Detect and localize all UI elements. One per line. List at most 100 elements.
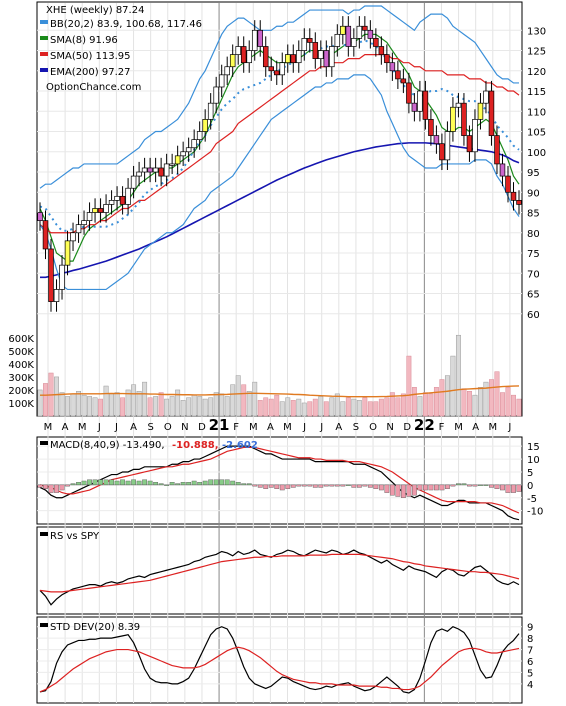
- macd-histogram-bar: [202, 480, 208, 486]
- month-label: M: [283, 422, 292, 433]
- volume-bar: [466, 390, 472, 417]
- month-label: A: [335, 422, 342, 433]
- volume-bar: [197, 396, 203, 417]
- price-candle: [417, 90, 423, 112]
- macd-histogram-bar: [120, 479, 125, 486]
- macd-tick-label: 15: [527, 442, 540, 453]
- volume-bar: [37, 389, 43, 417]
- price-candle: [268, 66, 274, 72]
- macd-tick-label: 0: [527, 481, 533, 492]
- month-label: F: [439, 422, 445, 433]
- volume-bar: [235, 375, 241, 417]
- price-candle: [351, 38, 357, 47]
- price-candle: [257, 29, 263, 47]
- source-credit: OptionChance.com: [46, 82, 141, 93]
- price-candle: [318, 50, 324, 59]
- year-label: 22: [414, 416, 435, 434]
- price-candle: [461, 102, 467, 136]
- price-candle: [262, 46, 269, 68]
- volume-bar: [103, 385, 109, 417]
- price-candle: [329, 46, 335, 68]
- volume-bar: [153, 396, 159, 417]
- price-candle: [378, 46, 385, 55]
- price-candle: [218, 74, 225, 88]
- price-candle: [395, 70, 401, 80]
- stddev-std-dev-ma-line: [39, 646, 520, 693]
- macd-histogram-bar: [54, 484, 59, 493]
- macd-histogram-bar: [76, 482, 81, 486]
- macd-histogram-bar: [434, 484, 439, 491]
- price-candle: [439, 143, 445, 161]
- price-candle: [516, 200, 522, 205]
- volume-bar: [296, 398, 302, 417]
- volume-bar: [395, 397, 401, 417]
- macd-histogram-bar: [334, 484, 340, 487]
- macd-histogram-bar: [81, 480, 87, 486]
- macd-histogram-bar: [478, 484, 483, 486]
- price-candle: [75, 224, 82, 234]
- volume-bar: [241, 384, 247, 417]
- volume-bar: [246, 390, 252, 417]
- price-candle: [59, 264, 65, 290]
- price-tick-label: 105: [527, 128, 546, 139]
- volume-bar: [461, 388, 467, 417]
- stddev-tick-label: 8: [527, 634, 533, 645]
- price-candle: [48, 248, 54, 302]
- price-tick-label: 115: [527, 87, 546, 98]
- month-label: N: [386, 422, 393, 433]
- rs-title: RS vs SPY: [50, 531, 100, 542]
- volume-bar: [279, 401, 285, 417]
- macd-histogram-bar: [417, 484, 423, 491]
- price-candle: [136, 171, 142, 177]
- price-tick-label: 85: [527, 209, 540, 220]
- volume-bar: [164, 398, 170, 417]
- price-candle: [169, 163, 175, 166]
- volume-bar: [450, 355, 456, 417]
- volume-bar: [307, 401, 313, 417]
- price-candle: [307, 38, 313, 43]
- macd-histogram-bar: [483, 484, 489, 486]
- volume-tick-label: 400K: [8, 360, 34, 371]
- month-label: J: [507, 422, 511, 433]
- price-candle: [323, 50, 330, 68]
- month-label: D: [198, 422, 206, 433]
- price-candle: [477, 102, 484, 120]
- macd-histogram-bar: [406, 484, 412, 497]
- macd-histogram-bar: [351, 484, 357, 488]
- month-label: D: [403, 422, 411, 433]
- volume-bar: [406, 355, 412, 417]
- volume-bar: [147, 397, 153, 417]
- volume-bar: [263, 397, 269, 417]
- price-tick-label: 125: [527, 47, 546, 58]
- price-tick-label: 95: [527, 168, 540, 179]
- macd-histogram-bar: [87, 479, 92, 486]
- macd-tick-label: 5: [527, 468, 533, 479]
- price-candle: [433, 135, 440, 145]
- volume-bar: [323, 401, 329, 417]
- macd-histogram-bar: [114, 480, 120, 486]
- macd-histogram-bar: [362, 484, 368, 487]
- price-candle: [466, 135, 473, 153]
- volume-bar: [422, 392, 428, 417]
- price-candle: [367, 29, 374, 39]
- bb-upper-line: [39, 5, 519, 189]
- price-candle: [42, 220, 49, 250]
- macd-value-hist: -2.602: [222, 440, 258, 451]
- stddev-tick-label: 9: [527, 623, 533, 634]
- macd-histogram-bar: [268, 484, 274, 488]
- macd-histogram-bar: [169, 482, 175, 486]
- volume-bar: [109, 393, 115, 417]
- month-label: M: [249, 422, 258, 433]
- macd-histogram-bar: [384, 484, 390, 493]
- month-label: M: [488, 422, 497, 433]
- month-label: O: [369, 422, 377, 433]
- price-candle: [455, 102, 462, 108]
- macd-histogram-bar: [48, 484, 54, 493]
- macd-histogram-bar: [378, 484, 384, 491]
- macd-histogram-bar: [301, 484, 307, 487]
- month-label: S: [353, 422, 359, 433]
- volume-bar: [505, 387, 511, 417]
- price-candle: [213, 86, 219, 104]
- price-candle: [499, 163, 506, 177]
